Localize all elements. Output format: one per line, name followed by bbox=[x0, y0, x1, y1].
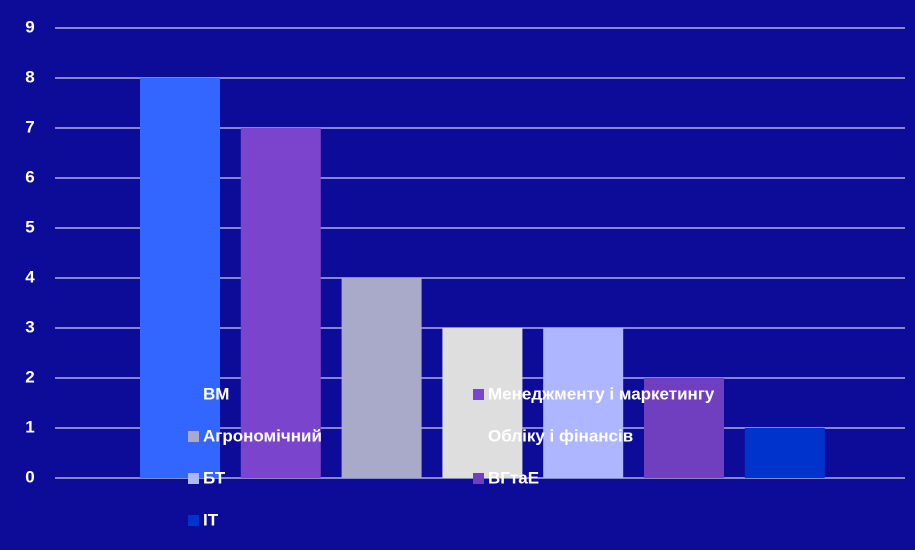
y-tick-label: 8 bbox=[25, 67, 34, 86]
bar bbox=[543, 328, 624, 478]
y-tick-label: 4 bbox=[25, 267, 35, 286]
bar bbox=[140, 78, 220, 478]
legend-swatch bbox=[473, 473, 484, 484]
y-tick-label: 5 bbox=[25, 217, 34, 236]
legend-swatch bbox=[473, 431, 484, 442]
y-tick-label: 7 bbox=[25, 117, 34, 136]
bar bbox=[442, 328, 523, 478]
legend-swatch bbox=[188, 431, 199, 442]
legend-label: Обліку і фінансів bbox=[488, 426, 633, 445]
legend-label: ВГтаЕ bbox=[488, 468, 539, 487]
legend-swatch bbox=[188, 515, 199, 526]
y-tick-label: 2 bbox=[25, 367, 34, 386]
y-tick-label: 1 bbox=[25, 417, 34, 436]
legend-swatch bbox=[188, 473, 199, 484]
y-tick-label: 9 bbox=[25, 17, 34, 36]
bar bbox=[341, 278, 422, 478]
bar bbox=[744, 428, 825, 478]
legend-label: ІТ bbox=[203, 510, 219, 529]
legend-label: БТ bbox=[203, 468, 226, 487]
y-tick-label: 3 bbox=[25, 317, 34, 336]
legend-swatch bbox=[188, 389, 199, 400]
y-tick-label: 6 bbox=[25, 167, 34, 186]
legend-label: ВМ bbox=[203, 384, 229, 403]
bar bbox=[240, 128, 321, 478]
legend-label: Менеджменту і маркетингу bbox=[488, 384, 715, 403]
bar bbox=[644, 378, 724, 478]
legend-swatch bbox=[473, 389, 484, 400]
y-tick-label: 0 bbox=[25, 467, 34, 486]
legend-label: Агрономічний bbox=[203, 426, 322, 445]
